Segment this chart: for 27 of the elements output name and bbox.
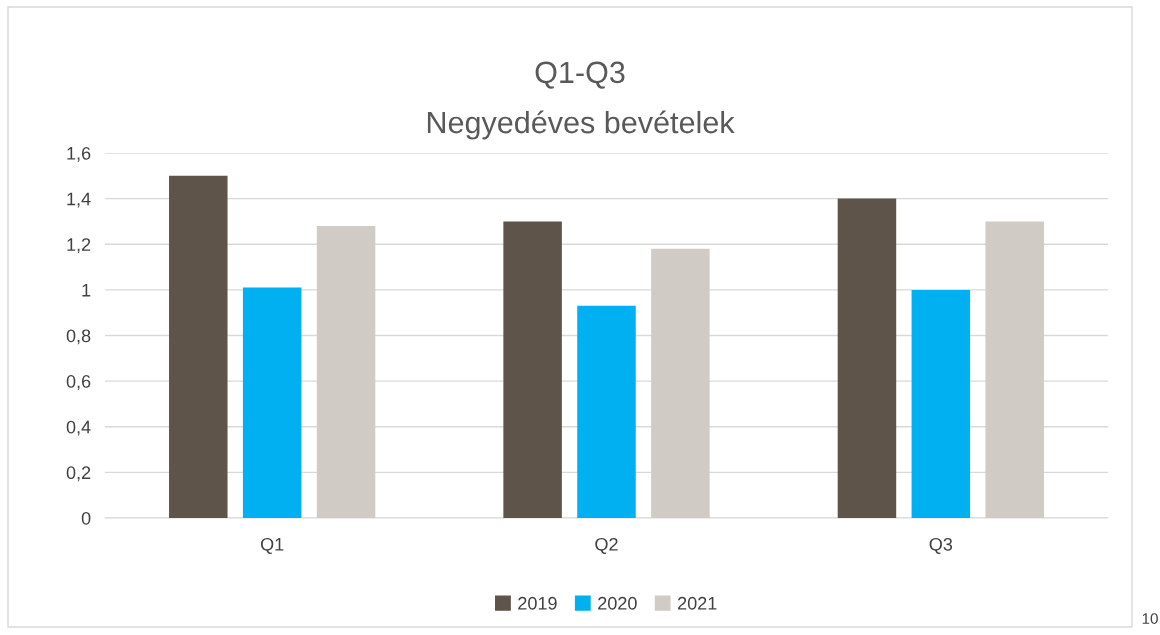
bar: [651, 248, 710, 518]
y-tick-label: 1,4: [67, 192, 91, 208]
text: 10: [1142, 613, 1158, 624]
y-tick-label: 0,6: [66, 375, 91, 390]
y-tick-label: 0,2: [66, 466, 91, 482]
y-tick-label: 1,6: [67, 146, 91, 162]
legend-label: 2021: [678, 596, 717, 610]
bar: [985, 221, 1044, 518]
y-tick-label: 0: [81, 511, 91, 525]
x-tick-label: Q1: [260, 537, 284, 554]
legend-label: 2020: [598, 596, 637, 610]
bar: [242, 287, 302, 518]
bar: [577, 305, 636, 518]
bar: [316, 226, 376, 518]
y-tick-label: 0,4: [66, 420, 91, 436]
bar: [911, 289, 971, 518]
y-tick-label: 1,2: [67, 238, 91, 254]
bar: [503, 221, 562, 518]
bar: [837, 198, 897, 518]
legend-label: 2019: [518, 596, 557, 610]
chart-title: Q1-Q3: [535, 61, 625, 89]
y-tick-label: 0,8: [66, 329, 91, 345]
x-tick-label: Q2: [595, 537, 618, 554]
bar: [169, 175, 228, 518]
x-tick-label: Q3: [929, 537, 953, 554]
chart-subtitle: Negyedéves bevételek: [427, 110, 735, 140]
y-tick-label: 1: [82, 284, 91, 297]
